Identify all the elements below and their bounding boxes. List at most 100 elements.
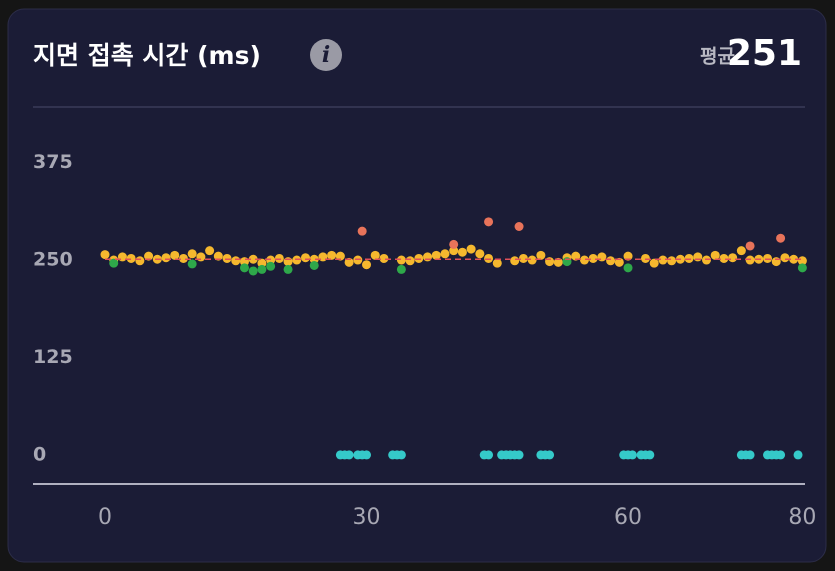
- data-point: [776, 450, 786, 460]
- data-point: [484, 253, 494, 263]
- data-point: [257, 264, 267, 274]
- data-point: [627, 450, 637, 460]
- data-point: [353, 255, 363, 265]
- data-point: [344, 257, 354, 267]
- data-point: [684, 253, 694, 263]
- y-tick-label: 250: [33, 249, 73, 271]
- data-point: [484, 450, 494, 460]
- data-point: [645, 450, 655, 460]
- data-point: [466, 244, 476, 254]
- data-point: [693, 252, 703, 262]
- data-point: [545, 257, 555, 267]
- data-point: [514, 450, 524, 460]
- data-point: [745, 450, 755, 460]
- data-point: [449, 246, 459, 256]
- data-point: [266, 255, 276, 265]
- x-tick-label: 30: [353, 505, 381, 530]
- data-point: [187, 259, 197, 269]
- data-point: [431, 250, 441, 260]
- data-point: [362, 450, 372, 460]
- y-tick-label: 375: [33, 151, 73, 173]
- data-point: [379, 253, 389, 263]
- data-point: [362, 260, 372, 270]
- data-point: [640, 253, 650, 263]
- data-point: [170, 250, 180, 260]
- data-point: [109, 258, 119, 268]
- data-point: [553, 257, 563, 267]
- data-point: [135, 256, 145, 266]
- x-tick-label: 0: [98, 505, 112, 530]
- data-point: [588, 253, 598, 263]
- data-point: [196, 252, 206, 262]
- data-point: [449, 239, 459, 249]
- data-point: [527, 255, 537, 265]
- data-point: [213, 251, 223, 261]
- data-point: [701, 255, 711, 265]
- data-point: [710, 250, 720, 260]
- info-icon[interactable]: i: [322, 42, 330, 68]
- data-point: [144, 251, 154, 261]
- data-point: [117, 252, 127, 262]
- data-point: [292, 255, 302, 265]
- data-point: [231, 256, 241, 266]
- data-point: [405, 256, 415, 266]
- data-point: [623, 251, 633, 261]
- data-point: [510, 256, 520, 266]
- data-point: [658, 255, 668, 265]
- data-point: [396, 255, 406, 265]
- data-point: [745, 255, 755, 265]
- y-tick-label: 0: [33, 443, 46, 465]
- data-point: [309, 254, 319, 264]
- data-point: [623, 263, 633, 273]
- data-point: [518, 253, 528, 263]
- data-point: [318, 252, 328, 262]
- data-point: [797, 263, 807, 273]
- data-point: [161, 253, 171, 263]
- mean-value: 251: [727, 33, 802, 74]
- data-point: [514, 222, 524, 232]
- data-point: [771, 257, 781, 267]
- data-point: [440, 249, 450, 259]
- data-point: [283, 257, 293, 267]
- data-point: [396, 450, 406, 460]
- info-button[interactable]: [310, 39, 342, 71]
- data-point: [545, 450, 555, 460]
- data-point: [344, 450, 354, 460]
- data-point: [205, 246, 215, 256]
- data-point: [396, 264, 406, 274]
- data-point: [414, 253, 424, 263]
- data-point: [370, 250, 380, 260]
- data-point: [248, 266, 258, 276]
- data-point: [222, 253, 232, 263]
- data-point: [274, 253, 284, 263]
- data-point: [327, 250, 337, 260]
- y-tick-label: 125: [33, 346, 73, 368]
- data-point: [257, 258, 267, 268]
- card: [7, 8, 827, 563]
- data-point: [745, 241, 755, 251]
- data-point: [606, 256, 616, 266]
- data-point: [736, 246, 746, 256]
- x-tick-label: 80: [788, 505, 816, 530]
- data-point: [475, 249, 485, 259]
- data-point: [789, 254, 799, 264]
- data-point: [492, 258, 502, 268]
- data-point: [239, 263, 249, 273]
- data-point: [536, 250, 546, 260]
- data-point: [100, 250, 110, 260]
- data-point: [719, 253, 729, 263]
- data-point: [571, 251, 581, 261]
- data-point: [780, 253, 790, 263]
- data-point: [484, 217, 494, 227]
- data-point: [283, 264, 293, 274]
- data-point: [178, 253, 188, 263]
- data-point: [309, 260, 319, 270]
- data-point: [728, 253, 738, 263]
- data-point: [793, 450, 803, 460]
- data-point: [457, 247, 467, 257]
- data-point: [357, 226, 367, 236]
- data-point: [649, 258, 659, 268]
- data-point: [597, 252, 607, 262]
- mean-label: 평균: [700, 46, 735, 68]
